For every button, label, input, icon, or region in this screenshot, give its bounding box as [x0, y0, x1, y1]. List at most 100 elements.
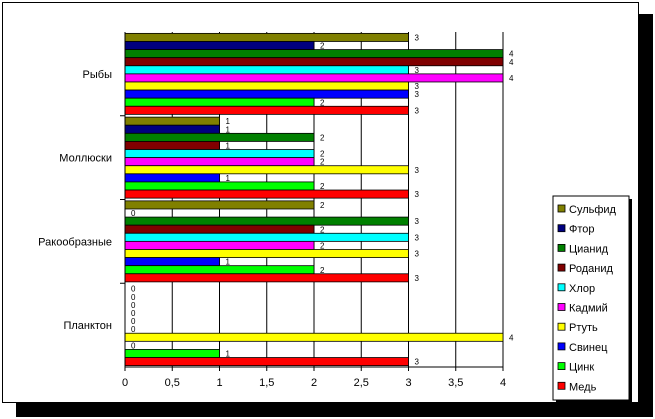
data-label: 3 — [415, 190, 420, 199]
bar — [124, 73, 504, 83]
data-label: 1 — [226, 117, 231, 126]
bar — [124, 81, 409, 91]
x-tick-label: 2 — [311, 377, 317, 389]
axes: 0 0,5 1 1,5 2 2,5 3 3,5 4 Рыбы Моллюски Ракообразны… — [38, 32, 506, 389]
data-label: 0 — [131, 285, 136, 294]
bar — [124, 32, 409, 42]
legend-swatch — [557, 322, 566, 331]
bar — [124, 200, 315, 210]
data-label: 3 — [415, 250, 420, 259]
bar — [124, 97, 315, 107]
legend: Сульфид Фтор Цианид Роданид Хлор Кадмий Ртуть С… — [552, 195, 632, 403]
x-tick-label: 0 — [122, 377, 128, 389]
legend-item: Хлор — [569, 283, 595, 295]
legend-box — [552, 195, 630, 401]
data-label: 3 — [415, 90, 420, 99]
bar — [124, 173, 220, 183]
legend-swatch — [557, 243, 566, 252]
bars — [124, 32, 504, 367]
bar — [124, 165, 409, 175]
data-label: 3 — [415, 217, 420, 226]
data-label: 2 — [320, 133, 325, 142]
data-label: 1 — [226, 142, 231, 151]
legend-item: Свинец — [569, 342, 608, 354]
data-label: 3 — [415, 66, 420, 75]
legend-item: Роданид — [569, 263, 613, 275]
bar — [124, 124, 220, 134]
category-label: Рыбы — [83, 69, 113, 81]
bar — [124, 332, 504, 342]
bar — [124, 265, 315, 275]
legend-swatch — [557, 342, 566, 351]
bar — [124, 224, 315, 234]
legend-item: Сульфид — [569, 204, 617, 216]
data-label: 3 — [415, 233, 420, 242]
bar — [124, 157, 315, 167]
x-tick-label: 4 — [500, 377, 506, 389]
bar — [124, 89, 409, 99]
data-label: 0 — [131, 209, 136, 218]
legend-swatch — [557, 303, 566, 311]
data-label: 0 — [131, 309, 136, 318]
category-label: Ракообразные — [38, 236, 112, 248]
data-label: 2 — [320, 225, 325, 234]
legend-item: Фтор — [569, 224, 595, 236]
data-label: 0 — [131, 341, 136, 350]
category-label: Моллюски — [59, 153, 112, 165]
bar — [124, 105, 409, 115]
data-label: 4 — [509, 58, 514, 67]
bar — [124, 189, 409, 199]
data-label: 0 — [131, 317, 136, 326]
data-label: 4 — [509, 50, 514, 59]
data-label: 2 — [320, 182, 325, 191]
category-label: Планктон — [63, 320, 112, 332]
bar — [124, 216, 409, 226]
data-label: 2 — [320, 98, 325, 107]
bar — [124, 249, 409, 258]
bar — [124, 349, 220, 358]
bar — [124, 181, 315, 191]
data-label: 1 — [226, 258, 231, 267]
legend-swatch — [557, 263, 566, 272]
legend-item: Кадмий — [569, 303, 608, 315]
bar — [124, 132, 315, 142]
bar — [124, 41, 315, 50]
legend-swatch — [557, 283, 566, 292]
x-tick-label: 3 — [405, 377, 411, 389]
data-label: 3 — [415, 82, 420, 91]
data-label: 3 — [415, 33, 420, 42]
bar — [124, 57, 504, 67]
legend-item: Медь — [569, 381, 597, 393]
data-label: 3 — [415, 358, 420, 367]
bar — [124, 65, 409, 75]
data-label: 3 — [415, 274, 420, 283]
bar — [124, 232, 409, 242]
data-label: 1 — [226, 174, 231, 183]
x-tick-label: 3,5 — [448, 377, 463, 389]
data-label: 3 — [415, 106, 420, 115]
data-label: 2 — [320, 150, 325, 159]
data-label: 4 — [509, 333, 514, 342]
x-tick-label: 1 — [216, 377, 222, 389]
bar — [124, 240, 315, 250]
bar — [124, 149, 315, 159]
bar — [124, 257, 220, 267]
data-label: 3 — [415, 166, 420, 175]
bar — [124, 116, 220, 126]
data-label: 0 — [131, 293, 136, 302]
data-label: 0 — [131, 301, 136, 310]
bar — [124, 357, 409, 367]
data-label: 2 — [320, 266, 325, 275]
legend-swatch — [557, 381, 566, 390]
legend-swatch — [557, 224, 566, 233]
legend-swatch — [557, 362, 566, 371]
data-label: 2 — [320, 201, 325, 210]
bar — [124, 141, 220, 150]
legend-item: Цинк — [569, 362, 594, 374]
data-label: 0 — [131, 325, 136, 334]
bar — [124, 273, 409, 283]
bar — [124, 49, 504, 59]
data-label: 1 — [226, 125, 231, 134]
